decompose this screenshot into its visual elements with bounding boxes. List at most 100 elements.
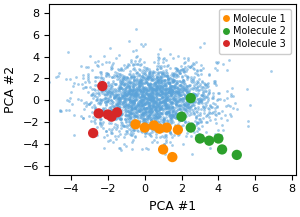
Point [128,81,133,84]
Point [106,82,111,85]
Point [148,112,153,115]
Point [135,94,140,97]
Point [204,114,209,118]
Point [135,62,140,66]
Point [164,112,169,115]
Point [154,88,159,91]
Point [104,104,109,107]
Point [184,101,189,105]
Point [174,99,178,103]
Point [170,104,175,108]
Point [188,87,193,91]
Point [140,147,144,151]
Point [141,68,146,71]
Point [170,110,175,114]
Point [168,121,173,124]
Point [178,101,183,104]
Point [161,120,166,124]
Point [112,113,117,116]
Point [169,93,174,96]
Point [199,107,204,110]
Point [163,107,167,110]
Point [84,104,89,108]
Point [145,90,150,93]
Point [215,97,220,100]
Point [178,83,182,87]
Point [196,101,201,104]
Point [176,128,180,132]
Point [131,80,136,84]
Point [116,95,121,98]
Point [130,112,135,115]
Point [138,113,143,117]
Point [158,76,163,79]
Point [71,81,76,85]
Point [148,106,153,109]
Point [149,99,154,102]
Point [163,104,167,107]
Point [120,94,124,97]
Point [175,87,180,90]
Point [169,106,174,110]
Point [150,110,155,113]
Point [151,87,156,90]
Point [162,103,167,106]
Point [106,80,110,84]
Point [182,115,187,119]
Point [146,84,151,87]
Point [122,93,127,96]
Point [109,108,114,112]
Point [100,86,105,90]
Point [191,110,196,113]
Point [162,152,167,155]
Point [142,71,147,74]
Point [114,90,119,93]
Point [154,97,159,100]
Point [224,118,229,122]
Point [108,93,112,96]
Point [101,106,106,110]
Point [141,61,146,64]
Point [133,107,137,110]
Point [136,86,140,90]
Point [126,89,131,92]
Point [152,98,157,101]
Point [139,42,144,45]
Point [185,67,190,71]
Point [162,117,167,120]
Point [116,97,121,101]
Point [130,92,135,95]
Point [182,87,187,91]
Point [142,100,147,104]
Point [140,95,145,98]
Point [135,103,140,107]
Point [142,107,147,111]
Point [103,88,108,92]
Point [142,114,147,117]
Point [160,100,165,103]
Point [167,86,172,89]
Point [197,111,202,114]
Point [98,124,103,128]
Point [230,94,235,97]
Point [210,96,214,100]
Point [192,71,197,74]
Point [145,123,150,126]
Point [160,100,165,104]
Point [117,116,122,120]
Point [150,79,155,82]
Point [180,97,185,100]
Point [160,99,165,102]
Point [202,96,207,99]
Point [130,106,134,110]
Point [163,101,167,105]
Point [128,110,132,114]
Point [96,101,100,105]
Point [196,107,200,110]
Point [158,106,163,109]
Point [118,79,122,82]
Point [106,72,110,76]
Point [146,103,151,107]
Point [116,77,121,81]
Point [184,85,189,88]
